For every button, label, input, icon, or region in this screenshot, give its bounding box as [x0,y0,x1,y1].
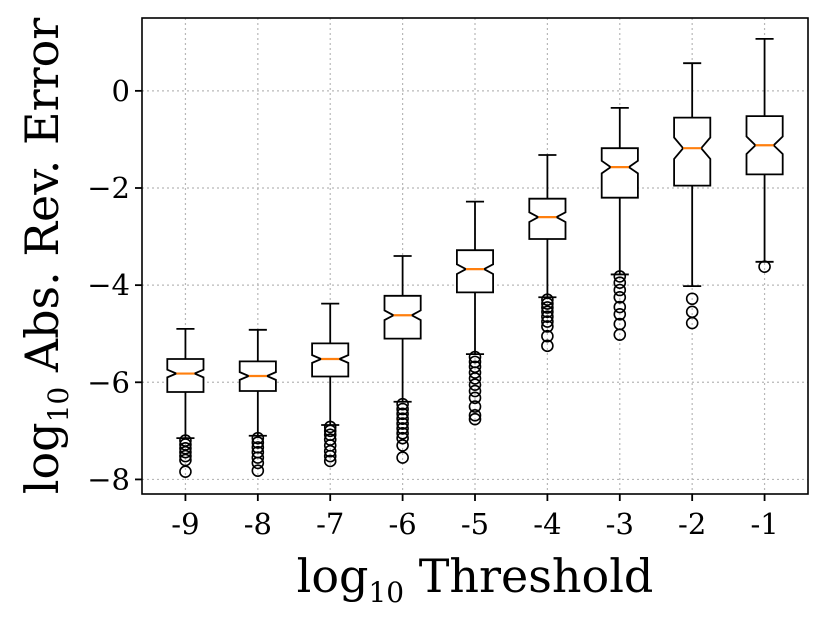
outlier-point [613,300,627,314]
outlier-point [323,449,337,463]
outlier-point [685,316,699,330]
outlier-point [396,431,409,445]
outlier-point [323,454,337,468]
outlier-point [541,329,554,343]
x-axis-label: log10 Threshold [297,549,654,609]
outlier-point [613,283,627,297]
outlier-point [468,409,482,422]
tick-marks [135,89,766,501]
outlier-point [396,402,409,416]
x-tick-label: -9 [171,507,199,541]
box--4 [528,154,567,353]
x-tick-label: -5 [461,507,489,541]
x-tick-label: -3 [606,507,634,541]
outlier-point [396,407,409,421]
outlier-point [179,449,192,463]
outlier-point [541,305,554,319]
outlier-point [468,391,482,405]
outlier-point [251,456,265,470]
outlier-point [541,339,554,353]
box--9 [166,327,205,478]
outlier-point [541,320,554,333]
outlier-point [613,270,627,283]
boxes [166,37,784,478]
outlier-point [541,301,554,314]
outlier-point [613,276,627,290]
outlier-point [251,451,265,464]
x-tick-label: -1 [750,507,778,541]
box--5 [455,200,495,426]
y-tick-labels: 0 −2 −4 −6 −8 [87,74,130,497]
outlier-point [541,315,554,328]
outlier-point [541,297,554,310]
box--2 [673,62,712,330]
outlier-point [179,445,192,459]
outlier-point [468,384,482,398]
outlier-point [468,350,482,364]
outlier-point [468,412,482,426]
outlier-point [396,422,409,435]
x-tick-label: -8 [244,507,272,541]
outlier-point [323,444,337,458]
x-tick-label: -2 [678,507,706,541]
outlier-point [396,417,409,430]
y-axis-label: log10 Abs. Rev. Error [15,18,75,495]
outlier-point [468,366,482,379]
outlier-point [396,412,409,426]
outlier-point [613,307,627,321]
outlier-point [251,436,265,449]
outlier-point [323,420,337,434]
outlier-point [468,400,482,413]
box-body [528,197,567,240]
outlier-point [251,431,265,445]
x-tick-label: -4 [533,507,561,541]
outlier-point [613,328,627,341]
outlier-point [396,451,409,464]
box-body [600,147,639,199]
outlier-point [468,372,482,385]
outlier-point [251,464,265,477]
box-body [673,116,712,187]
outlier-point [613,290,627,304]
box--1 [745,37,784,273]
y-tick-label: 0 [112,74,130,108]
y-tick-label: −8 [87,462,130,496]
y-tick-label: −4 [87,268,130,302]
x-tick-label: -6 [388,507,416,541]
box--8 [238,328,277,477]
box-body [166,358,205,393]
outlier-point [685,292,699,306]
y-tick-label: −6 [87,365,130,399]
outlier-point [758,260,771,273]
outlier-point [179,465,192,478]
outlier-point [396,397,409,411]
box--7 [311,302,350,468]
outlier-point [396,439,409,452]
x-tick-labels: -9 -8 -7 -6 -5 -4 -3 -2 -1 [171,507,778,541]
x-tick-label: -7 [316,507,344,541]
box--3 [600,106,639,341]
box--6 [383,255,422,464]
outlier-point [323,424,337,438]
outlier-point [541,293,554,307]
outlier-point [396,426,409,440]
box-body [383,294,422,340]
outlier-point [541,310,554,324]
y-tick-label: −2 [87,171,130,205]
outlier-point [468,378,482,392]
box-body [455,249,495,294]
